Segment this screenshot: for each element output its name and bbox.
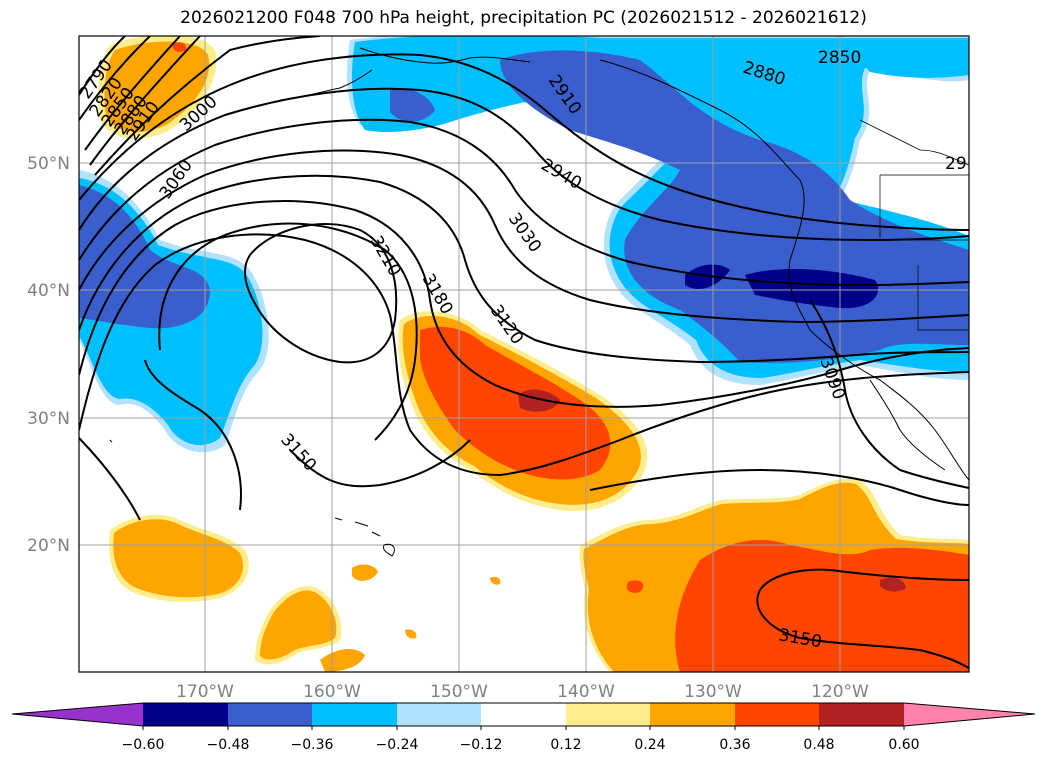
lon-label: 120°W	[811, 682, 869, 702]
colorbar-segments	[12, 703, 1035, 726]
colorbar: −0.60 −0.48 −0.36 −0.24 −0.12 0.12 0.24 …	[11, 702, 1036, 753]
colorbar-tick-label: −0.12	[460, 737, 503, 753]
lat-label: 50°N	[27, 154, 70, 174]
colorbar-swatch	[819, 703, 904, 726]
colorbar-tick-label: −0.60	[122, 737, 165, 753]
lat-label: 40°N	[27, 281, 70, 301]
precip-anomaly-fill	[79, 36, 969, 672]
colorbar-tick-label: 0.36	[719, 737, 750, 753]
height-contours	[79, 36, 969, 669]
lon-label: 140°W	[557, 682, 615, 702]
coastlines	[109, 47, 969, 557]
colorbar-swatch	[397, 703, 481, 726]
lon-label: 150°W	[430, 682, 488, 702]
latitude-labels: 50°N 40°N 30°N 20°N	[27, 154, 70, 556]
lon-label: 160°W	[303, 682, 361, 702]
colorbar-tick-label: 0.12	[550, 737, 581, 753]
contour-label: 29	[945, 154, 967, 174]
colorbar-tick-label: 0.60	[888, 737, 919, 753]
colorbar-tick-label: −0.24	[376, 737, 419, 753]
contour-label: 2850	[818, 48, 861, 68]
colorbar-tick-label: 0.24	[634, 737, 665, 753]
colorbar-tick-label: 0.48	[803, 737, 834, 753]
colorbar-tick-label: −0.36	[291, 737, 334, 753]
colorbar-swatch	[312, 703, 397, 726]
colorbar-tick-label: −0.48	[207, 737, 250, 753]
colorbar-swatch	[650, 703, 735, 726]
lon-label: 170°W	[176, 682, 234, 702]
colorbar-swatch	[735, 703, 819, 726]
lat-label: 20°N	[27, 536, 70, 556]
colorbar-swatch	[228, 703, 312, 726]
chart-title: 2026021200 F048 700 hPa height, precipit…	[180, 8, 867, 28]
lon-label: 130°W	[684, 682, 742, 702]
colorbar-extend-low	[12, 703, 143, 726]
longitude-labels: 170°W 160°W 150°W 140°W 130°W 120°W	[176, 682, 869, 702]
colorbar-swatch	[143, 703, 228, 726]
colorbar-swatch	[566, 703, 650, 726]
colorbar-extend-high	[904, 703, 1035, 726]
map-frame	[78, 35, 970, 673]
colorbar-swatch	[481, 703, 566, 726]
colorbar-ticks	[142, 726, 905, 730]
lat-label: 30°N	[27, 409, 70, 429]
